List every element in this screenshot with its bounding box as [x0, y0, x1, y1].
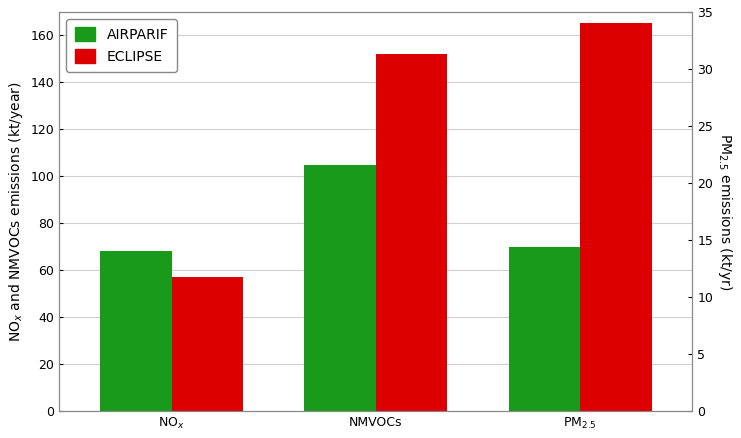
Bar [376, 54, 448, 411]
Bar [172, 277, 243, 411]
Bar [580, 23, 651, 411]
Bar [508, 247, 580, 411]
Legend: AIRPARIF, ECLIPSE: AIRPARIF, ECLIPSE [66, 19, 176, 72]
Bar [100, 251, 172, 411]
Y-axis label: PM$_{2.5}$ emissions (kt/yr): PM$_{2.5}$ emissions (kt/yr) [716, 133, 734, 290]
Bar [305, 165, 376, 411]
Y-axis label: NO$_x$ and NMVOCs emissions (kt/year): NO$_x$ and NMVOCs emissions (kt/year) [7, 81, 25, 342]
